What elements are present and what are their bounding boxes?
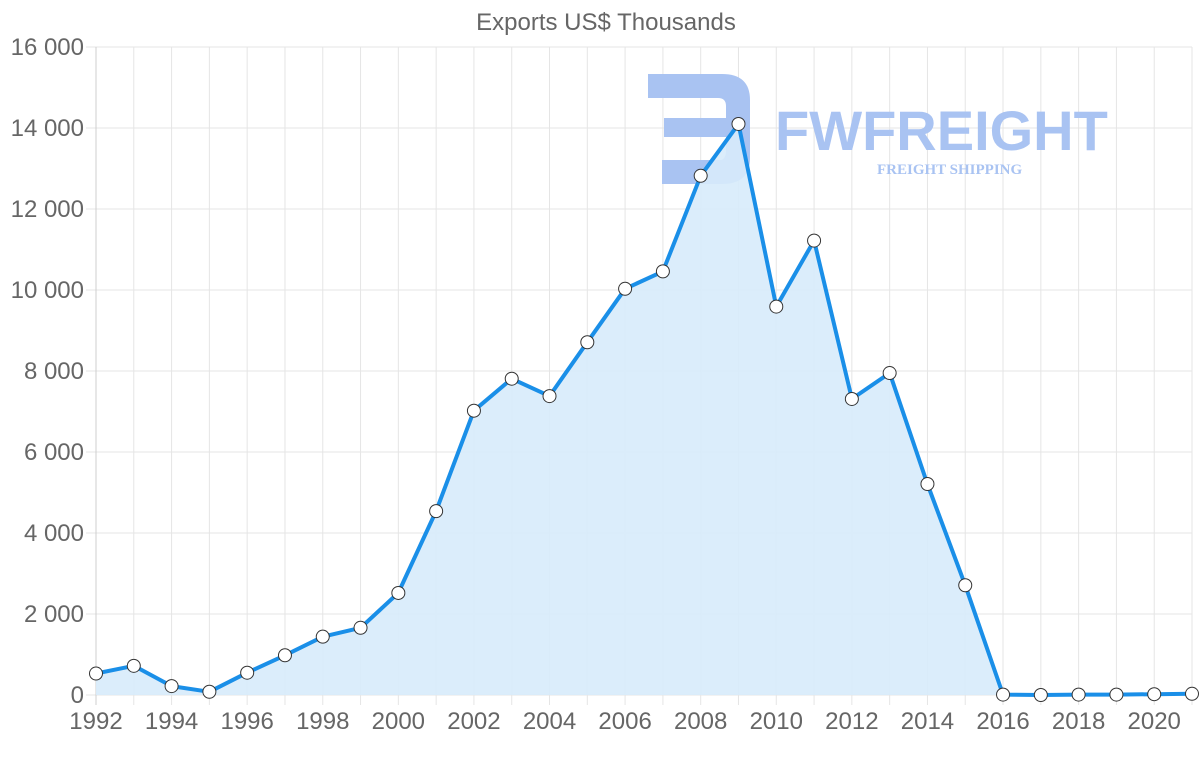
x-tick-label: 2008 bbox=[674, 708, 727, 735]
data-point bbox=[126, 658, 141, 673]
y-tick-label: 2 000 bbox=[24, 601, 84, 628]
data-point bbox=[958, 578, 973, 593]
series-area-fill bbox=[96, 124, 1192, 695]
x-tick-label: 1998 bbox=[296, 708, 349, 735]
y-tick-label: 0 bbox=[71, 682, 84, 709]
data-point bbox=[277, 648, 292, 663]
x-tick-label: 2018 bbox=[1052, 708, 1105, 735]
data-point bbox=[1147, 687, 1162, 702]
data-point bbox=[202, 684, 217, 699]
y-axis-labels: 0 2 000 4 000 6 000 8 000 10 000 12 000 14 000 1… bbox=[11, 34, 84, 709]
x-tick-label: 2016 bbox=[976, 708, 1029, 735]
data-point bbox=[466, 403, 481, 418]
data-point bbox=[240, 665, 255, 680]
data-point bbox=[391, 585, 406, 600]
x-tick-label: 2002 bbox=[447, 708, 500, 735]
data-point bbox=[693, 168, 708, 183]
watermark-tagline: FREIGHT SHIPPING bbox=[877, 162, 1022, 178]
data-point bbox=[315, 629, 330, 644]
x-tick-label: 1994 bbox=[145, 708, 198, 735]
y-tick-label: 14 000 bbox=[11, 115, 84, 142]
fwfreight-watermark: FWFREIGHT FREIGHT SHIPPING bbox=[648, 74, 1108, 184]
x-tick-label: 1996 bbox=[220, 708, 273, 735]
data-point bbox=[807, 233, 822, 248]
x-tick-label: 2004 bbox=[523, 708, 576, 735]
data-point bbox=[429, 504, 444, 519]
data-point bbox=[844, 391, 859, 406]
x-tick-label: 2000 bbox=[372, 708, 425, 735]
y-tick-label: 6 000 bbox=[24, 439, 84, 466]
data-point bbox=[1185, 686, 1199, 701]
data-point bbox=[731, 116, 746, 131]
data-point bbox=[353, 620, 368, 635]
data-point bbox=[1071, 687, 1086, 702]
x-tick-label: 2020 bbox=[1128, 708, 1181, 735]
x-tick-label: 2010 bbox=[750, 708, 803, 735]
data-point bbox=[920, 476, 935, 491]
data-point bbox=[1033, 688, 1048, 702]
x-axis-labels: 1992 1994 1996 1998 2000 2002 2004 2006 2008 2010… bbox=[69, 708, 1181, 735]
data-points bbox=[89, 116, 1199, 702]
watermark-name: FWFREIGHT bbox=[775, 99, 1108, 162]
data-point bbox=[164, 679, 179, 694]
data-point bbox=[504, 371, 519, 386]
y-tick-label: 16 000 bbox=[11, 34, 84, 61]
data-point bbox=[542, 389, 557, 404]
data-point bbox=[1109, 687, 1124, 702]
x-tick-label: 1992 bbox=[69, 708, 122, 735]
data-point bbox=[655, 264, 670, 279]
x-tick-label: 2012 bbox=[825, 708, 878, 735]
y-tick-label: 4 000 bbox=[24, 520, 84, 547]
y-tick-label: 8 000 bbox=[24, 358, 84, 385]
data-point bbox=[89, 666, 103, 681]
y-tick-label: 10 000 bbox=[11, 277, 84, 304]
fwfreight-logo-icon bbox=[648, 74, 750, 184]
x-tick-label: 2006 bbox=[598, 708, 651, 735]
data-point bbox=[580, 335, 595, 350]
data-point bbox=[769, 299, 784, 314]
x-tick-label: 2014 bbox=[901, 708, 954, 735]
data-point bbox=[882, 366, 897, 381]
data-point bbox=[618, 281, 633, 296]
data-point bbox=[996, 687, 1011, 702]
y-tick-label: 12 000 bbox=[11, 196, 84, 223]
chart-title: Exports US$ Thousands bbox=[476, 9, 736, 36]
